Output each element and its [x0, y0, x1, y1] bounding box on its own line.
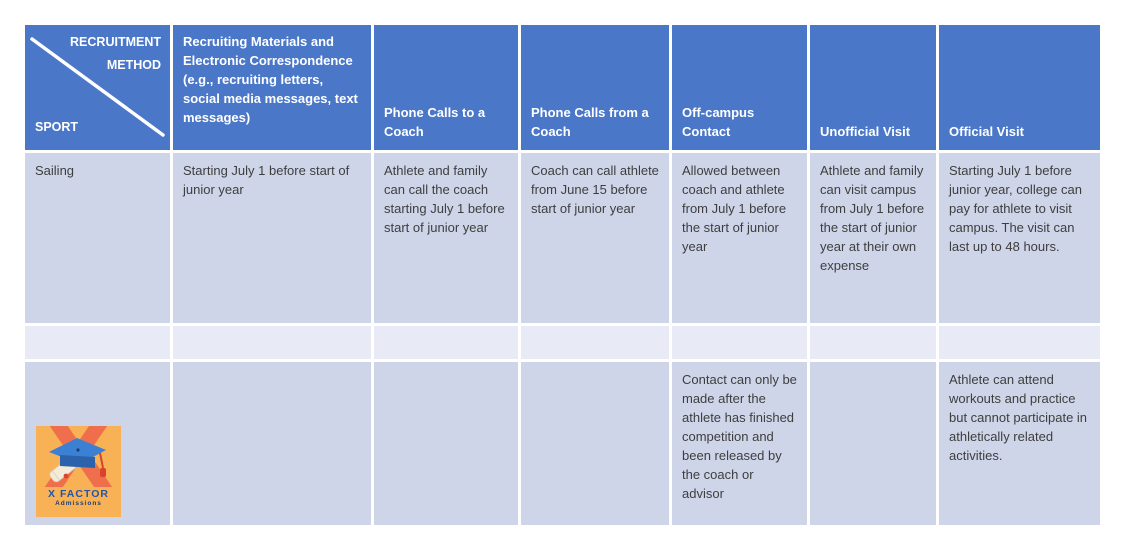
header-cell-off-campus-contact: Off-campus Contact — [672, 25, 807, 150]
xfactor-admissions-logo: X X FACTOR Admissio — [36, 426, 121, 517]
cell-bottom-official-visit: Athlete can attend workouts and practice… — [939, 362, 1100, 525]
method-label: METHOD — [106, 58, 161, 72]
cell-bottom-phone-from-coach — [521, 362, 669, 525]
cell-bottom-off-campus-contact: Contact can only be made after the athle… — [672, 362, 807, 525]
logo-title: X FACTOR — [48, 488, 109, 500]
header-cell-recruiting-materials: Recruiting Materials and Electronic Corr… — [173, 25, 371, 150]
cell-sailing-phone-to-coach: Athlete and family can call the coach st… — [374, 153, 518, 323]
cell-sailing-unofficial-visit: Athlete and family can visit campus from… — [810, 153, 936, 323]
header-cell-phone-calls-to-coach: Phone Calls to a Coach — [374, 25, 518, 150]
logo-subtitle: Admissions — [55, 500, 102, 507]
empty-row-cell — [374, 326, 518, 359]
recruitment-label: RECRUITMENT — [70, 35, 161, 49]
empty-row-cell — [173, 326, 371, 359]
empty-row-cell — [810, 326, 936, 359]
cell-bottom-phone-to-coach — [374, 362, 518, 525]
header-cell-unofficial-visit: Unofficial Visit — [810, 25, 936, 150]
recruitment-table: RECRUITMENT METHOD SPORT Recruiting Mate… — [25, 25, 1100, 525]
cell-logo: X X FACTOR Admissio — [25, 362, 170, 525]
empty-row-cell — [939, 326, 1100, 359]
cell-bottom-unofficial-visit — [810, 362, 936, 525]
cell-sailing-phone-from-coach: Coach can call athlete from June 15 befo… — [521, 153, 669, 323]
corner-header-cell: RECRUITMENT METHOD SPORT — [25, 25, 170, 150]
empty-row-cell — [672, 326, 807, 359]
empty-row-cell — [25, 326, 170, 359]
cell-sport-sailing: Sailing — [25, 153, 170, 323]
empty-row-cell — [521, 326, 669, 359]
cell-sailing-off-campus-contact: Allowed between coach and athlete from J… — [672, 153, 807, 323]
corner-method-label: RECRUITMENT METHOD — [70, 34, 161, 74]
sport-label: SPORT — [35, 120, 79, 134]
graduation-cap-icon — [49, 438, 106, 483]
header-cell-official-visit: Official Visit — [939, 25, 1100, 150]
cell-bottom-recruiting-materials — [173, 362, 371, 525]
cell-sailing-recruiting-materials: Starting July 1 before start of junior y… — [173, 153, 371, 323]
diagonal-divider — [30, 37, 165, 137]
header-cell-phone-calls-from-coach: Phone Calls from a Coach — [521, 25, 669, 150]
cell-sailing-official-visit: Starting July 1 before junior year, coll… — [939, 153, 1100, 323]
